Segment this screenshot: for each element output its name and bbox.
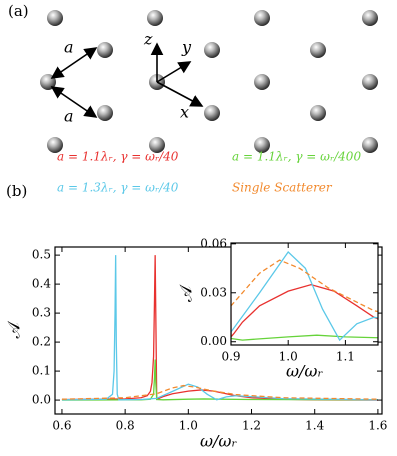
series-line — [231, 302, 378, 341]
annotation: z — [143, 30, 153, 49]
axis-frame — [230, 242, 379, 346]
x-tick-label: 0.6 — [52, 419, 71, 433]
legend-entry: Single Scatterer — [232, 181, 333, 195]
x-axis-label: ω/ωᵣ — [286, 362, 323, 381]
y-tick-label: 0.03 — [200, 285, 227, 299]
y-axis-label: 𝒜 — [5, 321, 25, 339]
x-tick-label: 1.0 — [179, 419, 198, 433]
sphere — [362, 137, 378, 153]
plot-area — [231, 243, 378, 342]
sphere — [97, 42, 113, 58]
y-tick-label: 0.0 — [32, 393, 51, 407]
y-tick-label: 0.1 — [32, 364, 51, 378]
plot-area — [61, 255, 378, 401]
y-tick-label: 0.06 — [200, 236, 227, 250]
legend-entry: a = 1.1λᵣ, γ = ωᵣ/40 — [57, 150, 179, 164]
x-tick-label: 0.9 — [221, 350, 240, 364]
inset-background — [231, 243, 378, 345]
sphere — [47, 10, 63, 26]
x-tick-label: 1.2 — [242, 419, 261, 433]
y-tick-label: 0.00 — [200, 334, 227, 348]
y-tick-label: 0.3 — [32, 306, 51, 320]
sphere — [362, 74, 378, 90]
panel-label: (b) — [6, 182, 27, 200]
x-tick-label: 1.1 — [336, 350, 355, 364]
x-tick-label: 1.4 — [305, 419, 324, 433]
sphere — [204, 42, 220, 58]
sphere — [310, 105, 326, 121]
x-tick-label: 1.6 — [368, 419, 387, 433]
sphere — [97, 105, 113, 121]
sphere — [310, 42, 326, 58]
sphere — [254, 10, 270, 26]
y-tick-label: 0.2 — [32, 335, 51, 349]
legend-entry: a = 1.3λᵣ, γ = ωᵣ/40 — [57, 181, 179, 195]
annotation: a — [64, 38, 74, 57]
series-line — [231, 243, 378, 338]
x-tick-label: 0.8 — [116, 419, 135, 433]
series-line — [231, 250, 378, 342]
annotation: y — [181, 38, 192, 57]
annotation: a — [64, 107, 74, 126]
x-axis-label: ω/ωᵣ — [200, 432, 237, 451]
sphere — [204, 105, 220, 121]
sphere — [362, 10, 378, 26]
y-tick-label: 0.4 — [32, 277, 51, 291]
legend-entry: a = 1.1λᵣ, γ = ωᵣ/400 — [232, 150, 361, 164]
series-line — [61, 359, 378, 401]
sphere — [47, 137, 63, 153]
sphere — [149, 137, 165, 153]
sphere — [147, 10, 163, 26]
sphere — [254, 74, 270, 90]
sphere — [254, 137, 270, 153]
x-tick-label: 1.0 — [279, 350, 298, 364]
y-tick-label: 0.5 — [32, 248, 51, 262]
panel-label: (a) — [8, 2, 29, 20]
lattice — [40, 10, 378, 153]
annotation: x — [180, 103, 189, 122]
series-line — [61, 255, 378, 401]
series-line — [61, 384, 378, 400]
y-axis-label: 𝒜 — [177, 284, 197, 302]
arrows — [50, 42, 204, 118]
axis-frame — [54, 246, 383, 415]
